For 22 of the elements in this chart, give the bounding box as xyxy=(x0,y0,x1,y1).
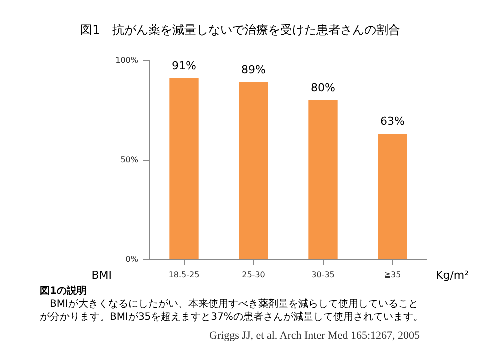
y-tick-label: 0% xyxy=(126,255,139,264)
x-tick-label: ≧35 xyxy=(384,270,402,280)
y-tick-label: 100% xyxy=(116,56,139,65)
bar xyxy=(378,134,408,260)
text: Griggs JJ, et al. Arch Inter Med 165:1267, 2005 xyxy=(208,330,421,343)
y-tick-label: 50% xyxy=(120,156,139,164)
bar xyxy=(239,82,268,260)
data-label: 80% xyxy=(311,81,336,94)
chart-title: 図1 抗がん薬を減量しないで治療を受けた患者さんの割合 xyxy=(80,22,402,39)
data-label: 91% xyxy=(172,59,196,72)
x-tick-label: 18.5-25 xyxy=(168,270,200,280)
x-tick-label: 30-35 xyxy=(312,270,335,280)
bar xyxy=(308,100,338,260)
data-label: 63% xyxy=(380,115,405,128)
text: BMIが大きくなるにしたがい、本来使用すべき薬剤量を減らして使用していること xyxy=(49,298,420,311)
x-tick-label: 25-30 xyxy=(242,270,266,280)
text: Kg/m² xyxy=(436,268,470,284)
x-axis-title: BMI xyxy=(90,268,112,284)
data-label: 89% xyxy=(242,63,266,76)
bar xyxy=(170,78,199,260)
caption: 図1の説明 xyxy=(40,285,88,298)
text: が分かります。BMIが35を超えますと37%の患者さんが減量して使用されています。 xyxy=(40,311,424,324)
